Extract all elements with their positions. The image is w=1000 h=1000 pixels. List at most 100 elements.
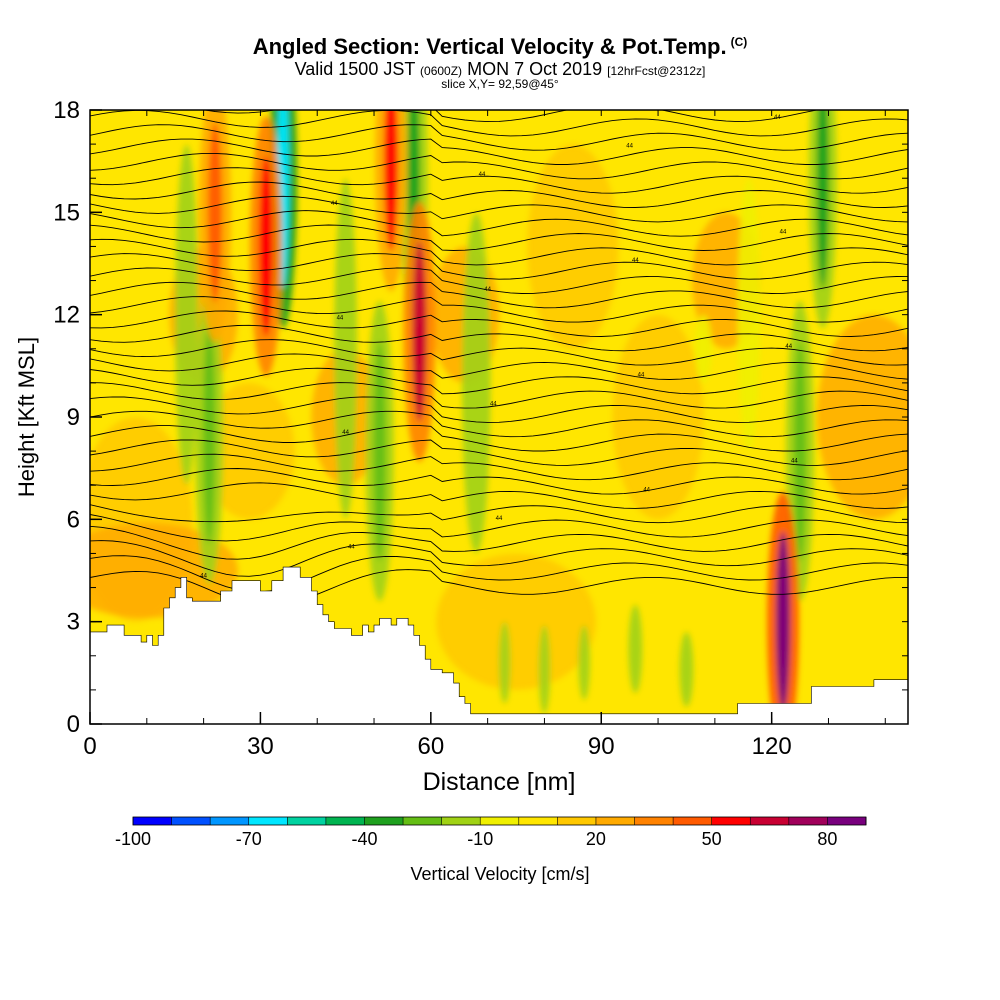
colorbar-swatch (595, 817, 636, 825)
field-band (498, 621, 511, 704)
colorbar-tick-label: -70 (236, 829, 262, 849)
isentrope-label: 44 (638, 373, 645, 379)
y-axis-label: Height [Kft MSL] (14, 337, 39, 497)
updraft-core-center (776, 531, 791, 712)
field-band (527, 144, 619, 349)
colorbar-swatch (480, 817, 520, 825)
colorbar-tick-label: 80 (817, 829, 837, 849)
field-band (612, 315, 704, 519)
updraft-core-center (259, 156, 274, 337)
colorbar-swatch (133, 817, 173, 825)
isentrope-line (90, 540, 908, 577)
isentrope-line (90, 439, 908, 466)
isentrope-line (90, 425, 908, 452)
field-band (737, 178, 761, 451)
downdraft-core-center (816, 110, 829, 289)
isentrope-line (90, 224, 908, 251)
isentrope-label: 44 (632, 258, 639, 264)
isentrope-line (90, 296, 908, 323)
isentrope-line (202, 110, 820, 123)
isentrope-label: 44 (626, 144, 633, 150)
field-band (203, 383, 295, 520)
updraft-core-center (384, 110, 399, 252)
isentrope-line (90, 504, 908, 524)
isentrope-line (90, 410, 908, 438)
isentrope-line (90, 238, 908, 266)
isentrope-label: 44 (200, 573, 207, 579)
field-band (694, 314, 713, 383)
isentrope-line (90, 453, 908, 481)
chart-title: Angled Section: Vertical Velocity & Pot.… (252, 34, 748, 59)
chart-title-block: Angled Section: Vertical Velocity & Pot.… (0, 34, 1000, 91)
field-band (679, 632, 694, 707)
y-tick-label: 9 (67, 404, 80, 431)
colorbar-tick-label: -100 (115, 829, 151, 849)
y-tick-label: 15 (53, 199, 80, 226)
colorbar-swatch (287, 817, 327, 825)
isentrope-label: 44 (490, 401, 497, 407)
isentrope-line (90, 468, 908, 495)
colorbar-swatch (673, 817, 713, 825)
colorbar-swatch (325, 817, 365, 825)
colorbar-tick-label: 20 (586, 829, 606, 849)
colorbar-swatch (441, 817, 481, 825)
isentrope-line (90, 167, 908, 194)
y-tick-label: 0 (67, 711, 80, 738)
field-band (628, 604, 643, 694)
isentrope-line (90, 367, 908, 395)
isentrope-line (90, 324, 908, 352)
colorbar-swatch (634, 817, 674, 825)
downdraft-core-center (203, 324, 216, 545)
isentrope-label: 44 (331, 201, 338, 207)
isentrope-label: 44 (791, 459, 798, 465)
field-band (538, 625, 551, 714)
x-axis-label: Distance [nm] (423, 768, 576, 796)
isentrope-line (90, 353, 908, 380)
isentrope-line (90, 525, 908, 560)
isentrope-line (90, 152, 908, 180)
y-tick-label: 3 (67, 609, 80, 636)
x-tick-label: 120 (752, 733, 792, 760)
x-tick-label: 0 (83, 733, 96, 760)
colorbar: -100 -70 -40 -10 20 50 80 (115, 816, 867, 849)
colorbar-swatch (171, 817, 211, 825)
field-band (436, 553, 596, 690)
y-tick-label: 12 (53, 302, 80, 329)
field-band (578, 625, 590, 700)
isentrope-label: 44 (337, 315, 344, 321)
colorbar-tick-label: 50 (702, 829, 722, 849)
isentrope-line (90, 555, 908, 593)
updraft-core-center (207, 122, 222, 303)
isentrope-line (90, 181, 908, 208)
isentrope-line (90, 195, 908, 223)
colorbar-tick-label: -40 (351, 829, 377, 849)
colorbar-swatch (403, 817, 443, 825)
chart-slice-info: slice X,Y= 92,59@45° (441, 77, 559, 91)
y-tick-label: 6 (67, 506, 80, 533)
isentrope-line (90, 110, 908, 137)
colorbar-swatch (518, 817, 558, 825)
isentrope-line (90, 253, 908, 280)
isentrope-line (90, 514, 908, 542)
downdraft-core-center (373, 341, 386, 562)
isentrope-line (90, 310, 908, 337)
colorbar-tick-label: -10 (467, 829, 493, 849)
axes: 0 30 60 90 120 0 3 6 9 12 15 18 (53, 97, 908, 760)
colorbar-swatch (364, 817, 404, 825)
isentrope-line (90, 339, 908, 366)
isentrope-label: 44 (496, 516, 503, 522)
velocity-field (90, 110, 908, 724)
colorbar-swatch (248, 817, 288, 825)
isentrope-label: 44 (342, 430, 349, 436)
isentrope-line (90, 267, 908, 294)
chart-subtitle: Valid 1500 JST (0600Z) MON 7 Oct 2019 [1… (294, 59, 706, 79)
y-tick-label: 18 (53, 97, 80, 124)
colorbar-swatch (210, 817, 250, 825)
isentrope-line (90, 210, 908, 237)
colorbar-swatch (557, 817, 597, 825)
terrain-mask (90, 566, 908, 724)
isentrope-label: 44 (348, 545, 355, 551)
